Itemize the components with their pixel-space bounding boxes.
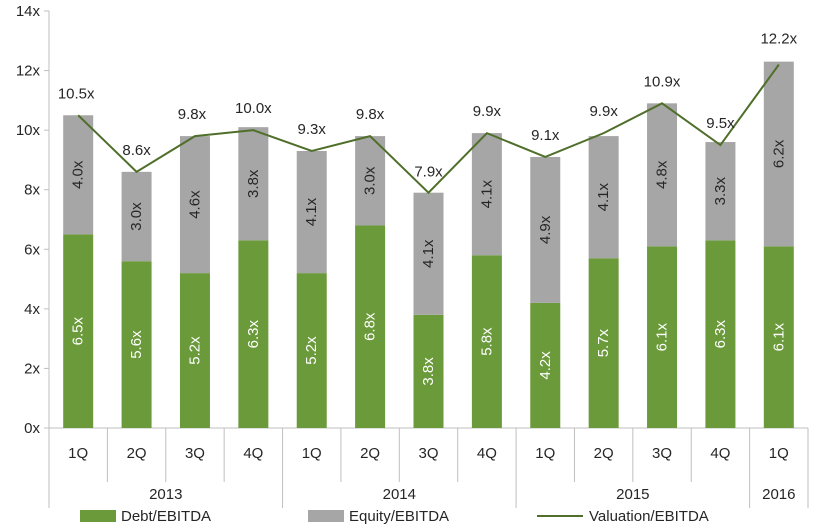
equity-ebitda-label: 3.0x: [362, 166, 379, 195]
y-tick-label: 14x: [16, 3, 41, 20]
bar-debt-ebitda: [63, 234, 94, 428]
bar-debt-ebitda: [121, 261, 152, 428]
debt-ebitda-label: 6.1x: [770, 322, 787, 351]
legend-label-debt-ebitda: Debt/EBITDA: [121, 508, 211, 525]
valuation-ebitda-label: 10.5x: [58, 85, 95, 102]
bar-debt-ebitda: [471, 255, 502, 428]
bar-debt-ebitda: [647, 246, 678, 428]
bar-equity-ebitda: [413, 192, 444, 315]
valuation-ebitda-label: 9.8x: [356, 106, 385, 123]
bar-equity-ebitda: [121, 171, 152, 262]
debt-ebitda-label: 6.5x: [70, 317, 87, 346]
bar-equity-ebitda: [355, 136, 386, 226]
bar-debt-ebitda: [705, 240, 736, 428]
equity-ebitda-label: 3.3x: [712, 177, 729, 206]
valuation-ebitda-label: 10.0x: [235, 100, 272, 117]
bar-debt-ebitda: [238, 240, 269, 428]
equity-ebitda-label: 4.6x: [186, 190, 203, 219]
x-category-label: 2Q: [594, 445, 614, 462]
bar-debt-ebitda: [355, 225, 386, 428]
valuation-ebitda-label: 9.9x: [473, 103, 502, 120]
x-category-label: 2Q: [127, 445, 147, 462]
valuation-ebitda-label: 8.6x: [122, 142, 151, 159]
legend-swatch-equity-ebitda: [308, 510, 344, 522]
debt-ebitda-label: 5.6x: [128, 330, 145, 359]
equity-ebitda-label: 6.2x: [770, 139, 787, 168]
x-category-label: 1Q: [535, 445, 555, 462]
y-tick-label: 2x: [24, 360, 40, 377]
bar-debt-ebitda: [413, 314, 444, 428]
x-category-label: 2Q: [360, 445, 380, 462]
equity-ebitda-label: 3.0x: [128, 202, 145, 231]
x-category-label: 4Q: [243, 445, 263, 462]
valuation-ebitda-label: 7.9x: [414, 164, 443, 181]
x-group-label: 2014: [383, 486, 416, 503]
x-group-label: 2013: [149, 486, 182, 503]
y-tick-label: 6x: [24, 241, 40, 258]
bar-equity-ebitda: [296, 150, 327, 274]
bar-debt-ebitda: [588, 258, 619, 428]
x-category-label: 1Q: [68, 445, 88, 462]
x-category-label: 3Q: [185, 445, 205, 462]
bar-debt-ebitda: [763, 246, 794, 428]
debt-ebitda-label: 5.2x: [303, 336, 320, 365]
y-tick-label: 10x: [16, 122, 41, 139]
x-group-label: 2015: [616, 486, 649, 503]
valuation-ebitda-label: 9.1x: [531, 127, 560, 144]
equity-ebitda-label: 3.8x: [245, 169, 262, 198]
debt-ebitda-label: 6.8x: [362, 312, 379, 341]
x-category-label: 1Q: [302, 445, 322, 462]
debt-ebitda-label: 4.2x: [537, 351, 554, 380]
x-category-label: 3Q: [652, 445, 672, 462]
bar-equity-ebitda: [471, 133, 502, 256]
equity-ebitda-label: 4.9x: [537, 215, 554, 244]
valuation-ebitda-label: 9.3x: [298, 121, 327, 138]
valuation-ebitda-label: 10.9x: [644, 73, 681, 90]
x-group-label: 2016: [762, 486, 795, 503]
x-category-label: 3Q: [418, 445, 438, 462]
legend-label-equity-ebitda: Equity/EBITDA: [349, 508, 449, 525]
valuation-ebitda-label: 9.8x: [178, 106, 207, 123]
bar-debt-ebitda: [296, 273, 327, 428]
y-tick-label: 0x: [24, 420, 40, 437]
legend-swatch-debt-ebitda: [80, 510, 116, 522]
valuation-ebitda-label: 12.2x: [760, 31, 797, 48]
bar-equity-ebitda: [179, 136, 210, 274]
debt-ebitda-label: 6.3x: [245, 320, 262, 349]
bar-equity-ebitda: [530, 156, 561, 303]
debt-ebitda-label: 6.3x: [712, 320, 729, 349]
y-tick-label: 8x: [24, 182, 40, 199]
y-tick-label: 12x: [16, 63, 41, 80]
debt-ebitda-label: 5.7x: [595, 328, 612, 357]
bar-equity-ebitda: [588, 136, 619, 259]
bar-debt-ebitda: [530, 302, 561, 428]
bar-equity-ebitda: [763, 61, 794, 247]
equity-ebitda-label: 4.0x: [70, 160, 87, 189]
bar-debt-ebitda: [179, 273, 210, 428]
equity-ebitda-label: 4.1x: [303, 197, 320, 226]
bar-equity-ebitda: [63, 115, 94, 235]
equity-ebitda-label: 4.1x: [595, 182, 612, 211]
bar-equity-ebitda: [705, 142, 736, 241]
legend-label-valuation-ebitda: Valuation/EBITDA: [589, 508, 709, 525]
bar-equity-ebitda: [238, 127, 269, 241]
debt-ebitda-label: 6.1x: [654, 322, 671, 351]
x-category-label: 4Q: [477, 445, 497, 462]
equity-ebitda-label: 4.1x: [478, 180, 495, 209]
bar-equity-ebitda: [647, 103, 678, 247]
valuation-ebitda-label: 9.9x: [589, 103, 618, 120]
y-tick-label: 4x: [24, 301, 40, 318]
valuation-ebitda-label: 9.5x: [706, 115, 735, 132]
debt-ebitda-label: 3.8x: [420, 357, 437, 386]
equity-ebitda-label: 4.1x: [420, 239, 437, 268]
x-category-label: 1Q: [769, 445, 789, 462]
debt-ebitda-label: 5.8x: [478, 327, 495, 356]
equity-ebitda-label: 4.8x: [654, 160, 671, 189]
debt-ebitda-label: 5.2x: [186, 336, 203, 365]
x-category-label: 4Q: [710, 445, 730, 462]
